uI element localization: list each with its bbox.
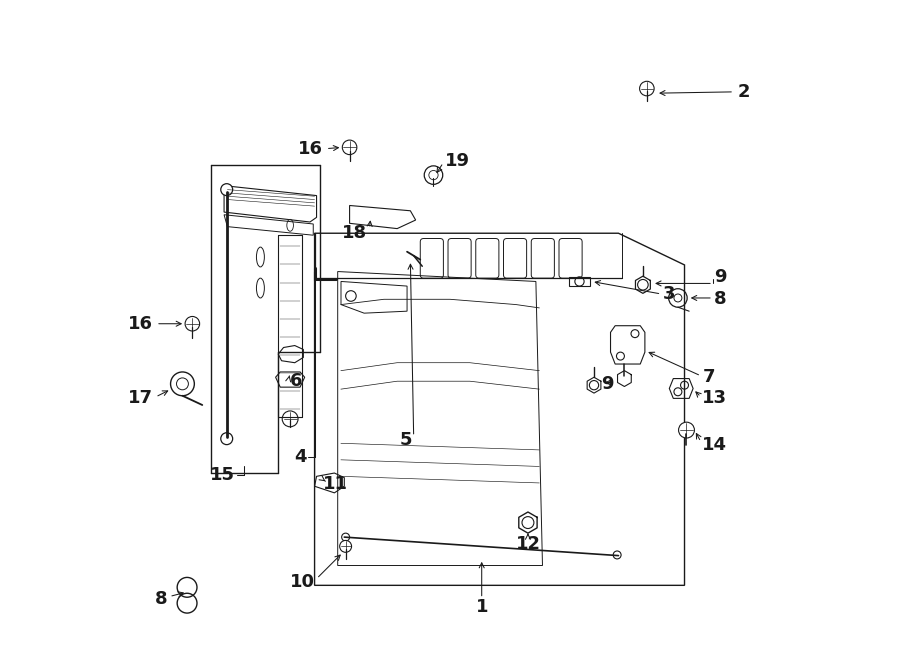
Text: 12: 12 bbox=[516, 535, 541, 553]
Text: 8: 8 bbox=[715, 291, 727, 308]
Circle shape bbox=[220, 433, 233, 445]
Text: 8: 8 bbox=[155, 590, 167, 608]
Text: 18: 18 bbox=[342, 224, 367, 242]
Text: 9: 9 bbox=[715, 268, 726, 286]
Circle shape bbox=[613, 551, 621, 559]
Circle shape bbox=[339, 540, 352, 552]
Circle shape bbox=[283, 411, 298, 427]
Circle shape bbox=[185, 316, 200, 331]
Circle shape bbox=[342, 533, 349, 541]
Circle shape bbox=[640, 81, 654, 96]
Text: 5: 5 bbox=[400, 431, 411, 449]
Circle shape bbox=[679, 422, 695, 438]
Text: 14: 14 bbox=[702, 436, 727, 453]
Text: 9: 9 bbox=[601, 375, 614, 393]
Circle shape bbox=[220, 183, 233, 195]
Text: 4: 4 bbox=[294, 448, 307, 465]
Text: 16: 16 bbox=[298, 140, 323, 158]
Circle shape bbox=[342, 140, 357, 155]
Text: 16: 16 bbox=[128, 315, 153, 334]
Text: 6: 6 bbox=[290, 371, 302, 389]
Circle shape bbox=[424, 166, 443, 184]
Text: 2: 2 bbox=[737, 83, 750, 101]
Text: 1: 1 bbox=[475, 598, 488, 616]
Text: 17: 17 bbox=[128, 389, 153, 407]
Text: 11: 11 bbox=[323, 475, 348, 493]
Text: 3: 3 bbox=[662, 285, 675, 303]
Text: 10: 10 bbox=[290, 573, 315, 591]
Text: 15: 15 bbox=[211, 466, 235, 484]
Text: 13: 13 bbox=[702, 389, 727, 407]
Text: 19: 19 bbox=[445, 152, 470, 169]
Text: 7: 7 bbox=[702, 368, 715, 386]
